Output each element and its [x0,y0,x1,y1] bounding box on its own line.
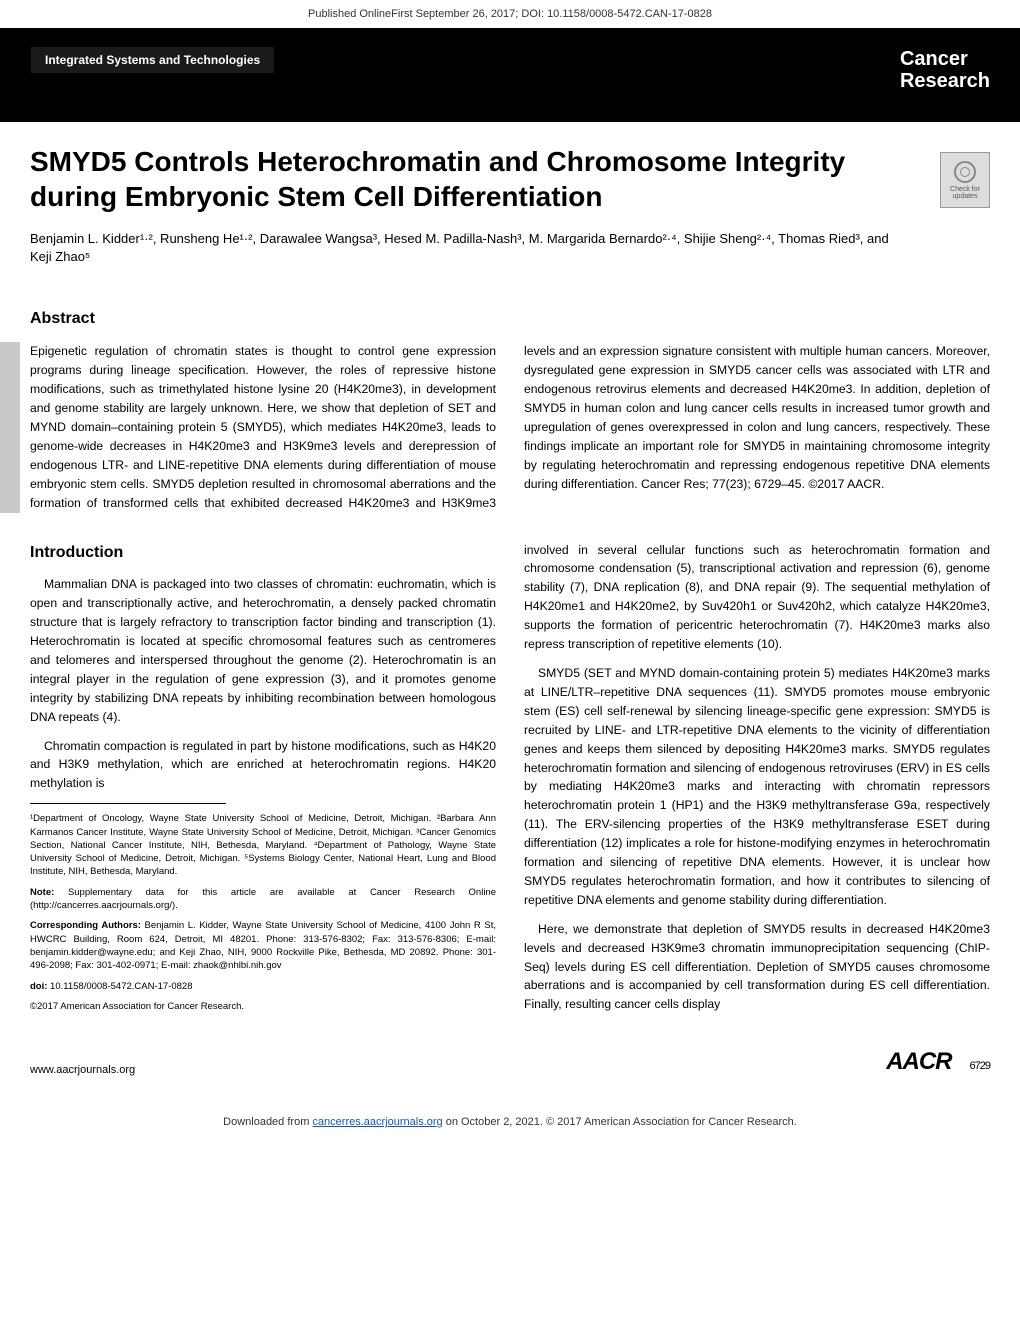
download-bar: Downloaded from cancerres.aacrjournals.o… [0,1094,1020,1138]
brand-line1: Cancer [900,48,990,70]
doi-text: 10.1158/0008-5472.CAN-17-0828 [47,981,192,992]
author-list: Benjamin L. Kidder¹·², Runsheng He¹·², D… [30,230,910,266]
right-paragraph-2: SMYD5 (SET and MYND domain-containing pr… [524,664,990,910]
supplementary-note: Note: Supplementary data for this articl… [30,886,496,913]
aacr-logo-text: AACR [886,1048,951,1075]
copyright-line: ©2017 American Association for Cancer Re… [30,1000,496,1013]
doi-line: doi: 10.1158/0008-5472.CAN-17-0828 [30,980,496,993]
section-tag: Integrated Systems and Technologies [30,46,275,74]
right-paragraph-1: involved in several cellular functions s… [524,541,990,654]
footer-url: www.aacrjournals.org [30,1064,135,1076]
abstract-heading: Abstract [30,310,990,328]
body-section: Introduction Mammalian DNA is packaged i… [0,525,1020,1035]
journal-brand: Cancer Research [900,48,990,92]
check-updates-badge[interactable]: Check for updates [940,152,990,208]
doi-label: doi: [30,981,47,992]
intro-paragraph-2: Chromatin compaction is regulated in par… [30,737,496,794]
affiliation-separator [30,803,226,804]
abstract-body: Epigenetic regulation of chromatin state… [30,342,990,512]
right-column: involved in several cellular functions s… [524,541,990,1025]
header-black-banner: Integrated Systems and Technologies Canc… [0,28,1020,122]
affiliations-text: ¹Department of Oncology, Wayne State Uni… [30,812,496,878]
page-footer: www.aacrjournals.org AACR 6729 [0,1034,1020,1094]
note-label: Note: [30,887,54,898]
publication-onlinefirst-bar: Published OnlineFirst September 26, 2017… [0,0,1020,28]
check-updates-label: Check for updates [941,186,989,200]
footer-brand-logo: AACR 6729 [886,1048,990,1076]
article-title: SMYD5 Controls Heterochromatin and Chrom… [30,144,910,214]
introduction-heading: Introduction [30,541,496,566]
corresponding-authors: Corresponding Authors: Benjamin L. Kidde… [30,919,496,972]
left-column: Introduction Mammalian DNA is packaged i… [30,541,496,1025]
download-source-link[interactable]: cancerres.aacrjournals.org [312,1116,442,1128]
corresponding-label: Corresponding Authors: [30,920,141,931]
download-suffix: on October 2, 2021. © 2017 American Asso… [443,1116,797,1128]
right-paragraph-3: Here, we demonstrate that depletion of S… [524,920,990,1015]
intro-paragraph-1: Mammalian DNA is packaged into two class… [30,575,496,726]
brand-line2: Research [900,70,990,92]
note-text: Supplementary data for this article are … [30,887,496,911]
download-prefix: Downloaded from [223,1116,312,1128]
affiliations-block: ¹Department of Oncology, Wayne State Uni… [30,812,496,1013]
check-updates-icon [954,161,976,183]
title-area: SMYD5 Controls Heterochromatin and Chrom… [0,122,1020,284]
page-number: 6729 [970,1060,990,1072]
abstract-section: Abstract Epigenetic regulation of chroma… [0,284,1020,524]
abstract-sidebar-accent [0,342,20,512]
